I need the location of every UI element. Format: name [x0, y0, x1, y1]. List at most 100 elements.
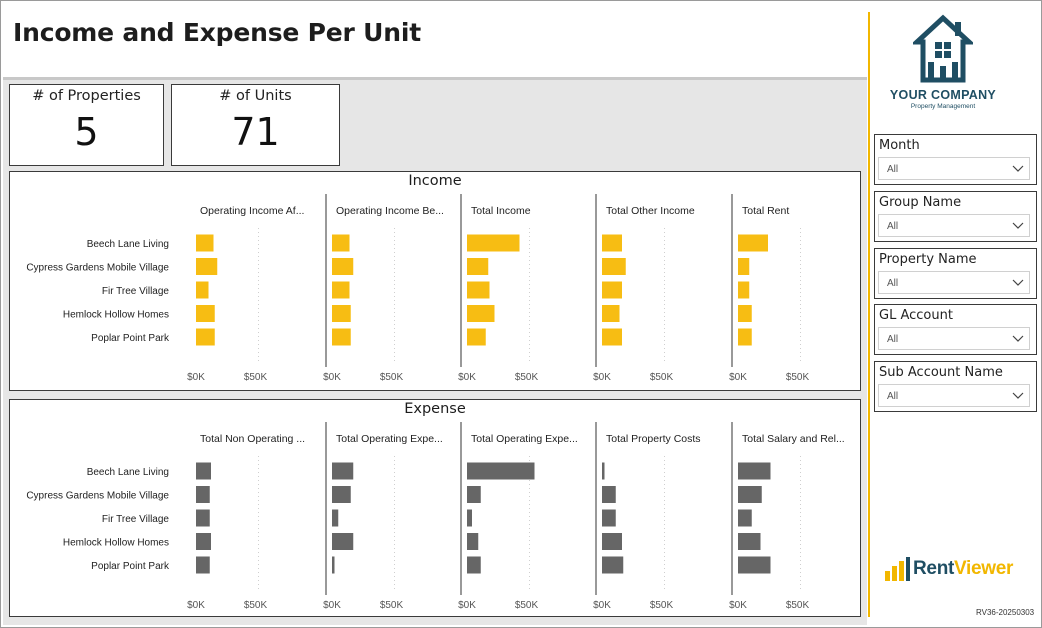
slicer-month: Month All: [874, 134, 1037, 185]
kpi-card-units[interactable]: # of Units 71: [171, 84, 340, 166]
income-tick-label: $50K: [515, 372, 539, 383]
income-bar-1-poplar-point-park[interactable]: [196, 328, 215, 346]
expense-tick-label: $0K: [593, 600, 611, 611]
expense-tick-label: $50K: [380, 600, 404, 611]
income-bar-3-poplar-point-park[interactable]: [467, 328, 486, 346]
expense-chart-title-5: Total Salary and Rel...: [742, 433, 845, 445]
expense-bar-2-hemlock-hollow-homes[interactable]: [332, 533, 354, 550]
income-bar-2-fir-tree-village[interactable]: [332, 281, 350, 299]
income-bar-2-beech-lane-living[interactable]: [332, 234, 350, 252]
slicer-dropdown-gl-account[interactable]: All: [878, 327, 1030, 350]
expense-bar-2-fir-tree-village[interactable]: [332, 509, 339, 527]
company-logo: YOUR COMPANY Property Management: [876, 14, 1010, 120]
income-row-label-hemlock-hollow-homes: Hemlock Hollow Homes: [63, 310, 169, 321]
expense-bar-2-poplar-point-park[interactable]: [332, 556, 335, 574]
expense-bar-1-poplar-point-park[interactable]: [196, 556, 210, 574]
income-tick-label: $50K: [380, 372, 404, 383]
income-bar-4-hemlock-hollow-homes[interactable]: [602, 305, 620, 322]
expense-bar-1-fir-tree-village[interactable]: [196, 509, 210, 527]
expense-section-title: Expense: [404, 401, 466, 417]
company-name: YOUR COMPANY: [889, 88, 997, 102]
slicer-title-month: Month: [879, 138, 920, 153]
expense-bar-1-cypress-gardens-mobile-village[interactable]: [196, 486, 210, 503]
expense-bar-5-beech-lane-living[interactable]: [738, 462, 771, 480]
income-row-label-poplar-point-park: Poplar Point Park: [91, 333, 170, 344]
income-tick-label: $50K: [650, 372, 674, 383]
income-bar-4-fir-tree-village[interactable]: [602, 281, 622, 299]
income-bar-2-poplar-point-park[interactable]: [332, 328, 351, 346]
income-chart-title-4: Total Other Income: [606, 205, 695, 217]
expense-bar-4-poplar-point-park[interactable]: [602, 556, 624, 574]
kpi-label-units: # of Units: [219, 88, 292, 104]
expense-row-label-poplar-point-park: Poplar Point Park: [91, 561, 170, 572]
expense-bar-1-hemlock-hollow-homes[interactable]: [196, 533, 211, 550]
expense-bar-1-beech-lane-living[interactable]: [196, 462, 211, 480]
expense-bar-2-cypress-gardens-mobile-village[interactable]: [332, 486, 351, 503]
slicer-title-group-name: Group Name: [879, 195, 962, 210]
expense-bar-3-beech-lane-living[interactable]: [467, 462, 535, 480]
expense-row-label-hemlock-hollow-homes: Hemlock Hollow Homes: [63, 538, 169, 549]
expense-bar-4-fir-tree-village[interactable]: [602, 509, 616, 527]
expense-bar-5-cypress-gardens-mobile-village[interactable]: [738, 486, 762, 503]
income-chart-title-2: Operating Income Be...: [336, 205, 444, 217]
slicer-dropdown-property-name[interactable]: All: [878, 271, 1030, 294]
income-bar-5-poplar-point-park[interactable]: [738, 328, 752, 346]
sidebar-accent-line: [868, 12, 870, 617]
expense-bar-3-hemlock-hollow-homes[interactable]: [467, 533, 479, 550]
expense-bar-5-poplar-point-park[interactable]: [738, 556, 771, 574]
income-bar-1-hemlock-hollow-homes[interactable]: [196, 305, 215, 322]
expense-bar-3-poplar-point-park[interactable]: [467, 556, 481, 574]
expense-row-label-fir-tree-village: Fir Tree Village: [102, 514, 170, 525]
slicer-group-name: Group Name All: [874, 191, 1037, 242]
slicer-sub-account-name: Sub Account Name All: [874, 361, 1037, 412]
expense-bar-2-beech-lane-living[interactable]: [332, 462, 354, 480]
expense-bar-3-cypress-gardens-mobile-village[interactable]: [467, 486, 481, 503]
slicer-dropdown-sub-account-name[interactable]: All: [878, 384, 1030, 407]
rentviewer-wordmark-rent: Rent: [913, 558, 955, 579]
income-bar-5-fir-tree-village[interactable]: [738, 281, 750, 299]
income-bar-3-cypress-gardens-mobile-village[interactable]: [467, 258, 489, 275]
income-tick-label: $0K: [323, 372, 341, 383]
expense-tick-label: $50K: [515, 600, 539, 611]
income-bar-4-poplar-point-park[interactable]: [602, 328, 622, 346]
income-bar-3-beech-lane-living[interactable]: [467, 234, 520, 252]
income-chart-title-5: Total Rent: [742, 205, 789, 217]
income-chart-title-1: Operating Income Af...: [200, 205, 304, 217]
income-bar-2-cypress-gardens-mobile-village[interactable]: [332, 258, 354, 275]
slicer-dropdown-group-name[interactable]: All: [878, 214, 1030, 237]
income-tick-label: $50K: [786, 372, 810, 383]
income-tick-label: $0K: [593, 372, 611, 383]
income-bar-5-cypress-gardens-mobile-village[interactable]: [738, 258, 750, 275]
income-bar-3-hemlock-hollow-homes[interactable]: [467, 305, 495, 322]
income-chart-title-3: Total Income: [471, 205, 531, 217]
income-bar-1-fir-tree-village[interactable]: [196, 281, 209, 299]
expense-bar-5-hemlock-hollow-homes[interactable]: [738, 533, 761, 550]
expense-bar-3-fir-tree-village[interactable]: [467, 509, 472, 527]
slicer-value-group-name: All: [887, 221, 899, 232]
expense-bar-4-hemlock-hollow-homes[interactable]: [602, 533, 622, 550]
expense-tick-label: $0K: [323, 600, 341, 611]
expense-chart-title-1: Total Non Operating ...: [200, 433, 305, 445]
house-icon: [913, 14, 973, 83]
income-bar-5-beech-lane-living[interactable]: [738, 234, 768, 252]
kpi-card-properties[interactable]: # of Properties 5: [9, 84, 164, 166]
expense-bar-5-fir-tree-village[interactable]: [738, 509, 752, 527]
slicer-dropdown-month[interactable]: All: [878, 157, 1030, 180]
income-bar-5-hemlock-hollow-homes[interactable]: [738, 305, 752, 322]
income-tick-label: $0K: [458, 372, 476, 383]
expense-bar-4-cypress-gardens-mobile-village[interactable]: [602, 486, 616, 503]
income-bar-3-fir-tree-village[interactable]: [467, 281, 490, 299]
income-bar-2-hemlock-hollow-homes[interactable]: [332, 305, 351, 322]
slicer-value-property-name: All: [887, 278, 899, 289]
expense-chart-title-4: Total Property Costs: [606, 433, 701, 445]
income-bar-1-beech-lane-living[interactable]: [196, 234, 214, 252]
chevron-down-icon: [1012, 279, 1024, 286]
income-bar-4-cypress-gardens-mobile-village[interactable]: [602, 258, 626, 275]
income-bar-4-beech-lane-living[interactable]: [602, 234, 622, 252]
rentviewer-logo: RentViewer: [883, 555, 1033, 585]
expense-tick-label: $50K: [650, 600, 674, 611]
expense-bar-4-beech-lane-living[interactable]: [602, 462, 605, 480]
income-bar-1-cypress-gardens-mobile-village[interactable]: [196, 258, 218, 275]
slicer-title-sub-account-name: Sub Account Name: [879, 365, 1003, 380]
slicer-value-sub-account-name: All: [887, 391, 899, 402]
